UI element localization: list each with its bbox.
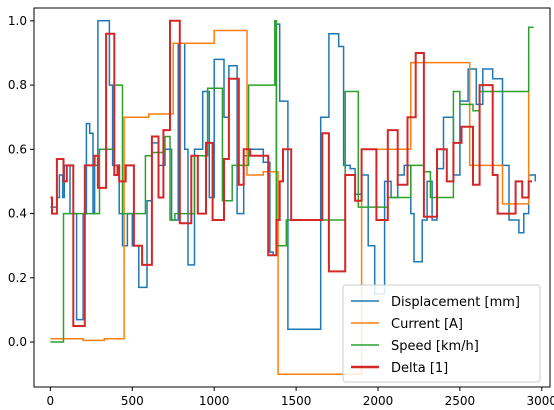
legend-label: Current [A] bbox=[391, 317, 463, 332]
x-tick-label: 500 bbox=[121, 394, 144, 408]
series-line-current-a bbox=[50, 29, 530, 375]
y-axis-ticks: 0.0 0.2 0.4 0.6 0.8 1.0 bbox=[8, 14, 34, 349]
legend-label: Speed [km/h] bbox=[391, 339, 479, 354]
x-tick-label: 2500 bbox=[445, 394, 476, 408]
series-line-delta-1 bbox=[50, 19, 532, 327]
legend: Displacement [mm] Current [A] Speed [km/h]… bbox=[342, 284, 541, 383]
x-tick-label: 0 bbox=[47, 394, 55, 408]
y-tick-label: 0.6 bbox=[8, 142, 27, 156]
legend-box bbox=[342, 284, 541, 383]
plot-frame bbox=[33, 7, 551, 388]
x-tick-label: 1500 bbox=[281, 394, 312, 408]
x-tick-label: 1000 bbox=[199, 394, 230, 408]
legend-label: Delta [1] bbox=[391, 361, 448, 376]
y-tick-label: 1.0 bbox=[8, 14, 27, 28]
x-tick-label: 3000 bbox=[527, 394, 554, 408]
series-layer bbox=[50, 19, 537, 375]
x-tick-label: 2000 bbox=[363, 394, 394, 408]
y-tick-label: 0.4 bbox=[8, 207, 27, 221]
legend-label: Displacement [mm] bbox=[391, 295, 520, 310]
y-tick-label: 0.8 bbox=[8, 78, 27, 92]
y-tick-label: 0.0 bbox=[8, 335, 27, 349]
x-axis-ticks: 0 500 1000 1500 2000 2500 3000 bbox=[47, 387, 554, 408]
y-tick-label: 0.2 bbox=[8, 271, 27, 285]
